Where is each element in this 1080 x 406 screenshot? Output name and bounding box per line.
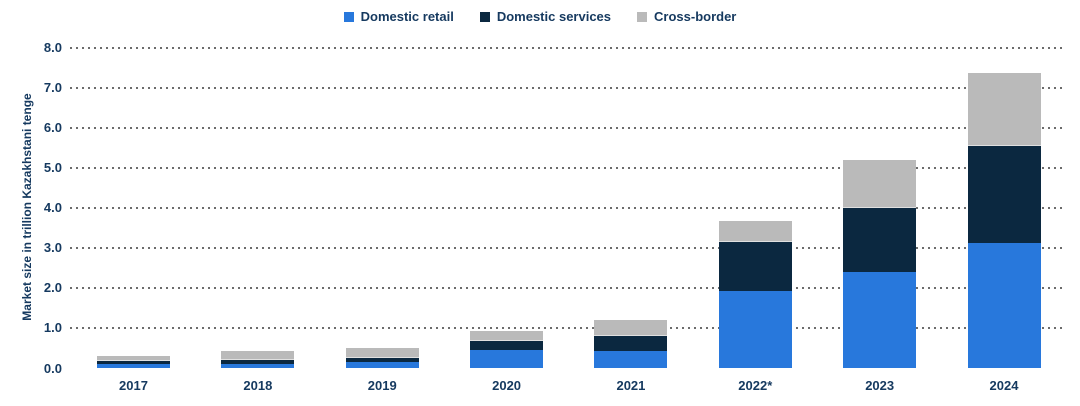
bar-2018-domestic-retail bbox=[221, 364, 295, 369]
bar-2024-domestic-services bbox=[967, 145, 1041, 243]
y-tick-label-4.0: 4.0 bbox=[43, 200, 62, 216]
x-tick-label-2020: 2020 bbox=[492, 378, 522, 393]
bar-2023-domestic-retail bbox=[843, 272, 917, 369]
bar-2020-cross-border bbox=[470, 330, 544, 342]
bar-2023-domestic-services bbox=[843, 208, 917, 273]
gridline-3.0 bbox=[70, 247, 1062, 250]
bar-2024-domestic-retail bbox=[967, 242, 1041, 369]
legend-label: Domestic services bbox=[496, 9, 612, 24]
y-tick-label-0.0: 0.0 bbox=[43, 360, 62, 376]
x-tick-label-2018: 2018 bbox=[243, 378, 273, 393]
bar-2020-domestic-retail bbox=[470, 349, 544, 369]
bar-2017-cross-border bbox=[97, 356, 170, 362]
y-tick-label-1.0: 1.0 bbox=[43, 320, 62, 336]
legend-item-cross-border: Cross-border bbox=[637, 9, 736, 24]
x-tick-label-2022: 2022* bbox=[738, 378, 773, 393]
bar-2021-domestic-services bbox=[594, 336, 668, 352]
y-tick-label-5.0: 5.0 bbox=[43, 160, 62, 175]
gridline-8.0 bbox=[70, 46, 1062, 49]
y-tick-label-3.0: 3.0 bbox=[43, 240, 62, 256]
gridline-6.0 bbox=[70, 126, 1062, 129]
x-tick-label-2019: 2019 bbox=[367, 378, 397, 393]
gridline-4.0 bbox=[70, 207, 1062, 210]
x-tick-label-2021: 2021 bbox=[616, 378, 646, 393]
gridline-5.0 bbox=[70, 167, 1062, 169]
bar-2021-cross-border bbox=[594, 319, 668, 336]
y-tick-label-8.0: 8.0 bbox=[43, 39, 62, 55]
gridline-2.0 bbox=[70, 287, 1062, 290]
legend-swatch-icon bbox=[343, 11, 354, 22]
y-tick-label-7.0: 7.0 bbox=[43, 79, 62, 95]
legend-swatch-icon bbox=[479, 11, 490, 22]
gridline-7.0 bbox=[70, 86, 1062, 89]
bar-2018-cross-border bbox=[221, 351, 295, 360]
bar-2024-cross-border bbox=[967, 72, 1041, 146]
y-tick-label-2.0: 2.0 bbox=[43, 280, 62, 296]
legend-swatch-icon bbox=[637, 11, 648, 22]
x-tick-label-2023: 2023 bbox=[865, 378, 895, 393]
legend-label: Cross-border bbox=[654, 9, 737, 24]
bar-2022-domestic-services bbox=[718, 242, 792, 291]
bar-2017-domestic-services bbox=[97, 361, 170, 365]
bar-2021-domestic-retail bbox=[594, 351, 668, 369]
bar-2023-cross-border bbox=[843, 159, 917, 209]
x-tick-label-2024: 2024 bbox=[989, 378, 1019, 393]
bar-2018-domestic-services bbox=[221, 359, 295, 365]
bar-2020-domestic-services bbox=[470, 341, 544, 350]
legend-item-domestic-services: Domestic services bbox=[479, 9, 612, 24]
bar-2022-cross-border bbox=[718, 220, 792, 243]
y-tick-label-6.0: 6.0 bbox=[43, 119, 62, 135]
legend-item-domestic-retail: Domestic retail bbox=[343, 9, 454, 24]
legend: Domestic retail Domestic services Cross-bo… bbox=[0, 9, 1080, 24]
bar-2017-domestic-retail bbox=[97, 364, 170, 369]
bar-2019-domestic-retail bbox=[345, 362, 419, 369]
bar-2019-cross-border bbox=[345, 348, 419, 358]
bar-2022-domestic-retail bbox=[718, 290, 792, 369]
x-tick-label-2017: 2017 bbox=[119, 378, 148, 393]
legend-label: Domestic retail bbox=[360, 9, 454, 24]
bar-2019-domestic-services bbox=[345, 357, 419, 363]
gridline-1.0 bbox=[70, 327, 1062, 330]
